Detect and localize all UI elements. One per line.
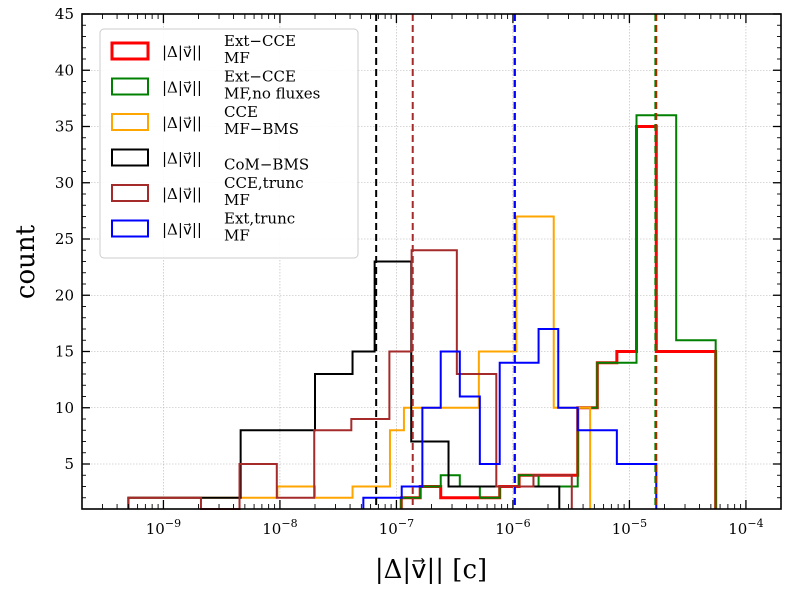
y-tick-label: 25	[55, 230, 74, 248]
x-tick-label: 10−9	[146, 517, 181, 538]
x-tick-label: 10−4	[728, 517, 763, 538]
ticks-layer	[81, 13, 782, 509]
legend-label-ext-cce-mf: |Δ|v⃗||	[162, 43, 202, 61]
legend-label-cce-trunc-mf: |Δ|v⃗||	[162, 185, 202, 203]
x-tick-label: 10−6	[495, 517, 530, 538]
legend-label-cce-mf-bms: |Δ|v⃗||	[162, 114, 202, 132]
legend-swatch-cce-mf-bms	[111, 113, 149, 131]
legend-sup-ext-cce-mf: Ext−CCE	[224, 32, 296, 50]
legend-sup-cce-trunc-mf: CCE,trunc	[224, 174, 304, 192]
x-tick-label: 10−7	[379, 517, 414, 538]
y-tick-label: 5	[64, 455, 74, 473]
legend-label-ext-cce-mf-no-fluxes: |Δ|v⃗||	[162, 79, 202, 97]
legend-swatch-ext-cce-mf-no-fluxes	[111, 77, 149, 96]
y-tick-label: 10	[55, 399, 74, 417]
y-tick-label: 15	[55, 343, 74, 361]
legend-swatch-ext-trunc-mf	[111, 219, 149, 238]
y-axis-title: count	[11, 224, 41, 299]
y-tick-label: 40	[55, 61, 74, 79]
y-tick-label: 20	[55, 286, 74, 304]
y-tick-label: 30	[55, 174, 74, 192]
legend-sub-ext-cce-mf-no-fluxes: MF,no fluxes	[224, 85, 320, 103]
histogram-cce-trunc-mf	[127, 249, 573, 510]
histogram-ext-trunc-mf	[362, 328, 658, 509]
median-lines-layer	[375, 14, 658, 509]
legend-swatch-ext-cce-mf	[110, 41, 150, 61]
legend-sub-cce-trunc-mf: MF	[224, 191, 250, 209]
legend-swatch-com-bms	[111, 148, 149, 167]
legend-sub-cce-mf-bms: MF−BMS	[224, 120, 299, 138]
histogram-com-bms	[127, 260, 561, 509]
y-tick-label: 45	[55, 5, 74, 23]
legend-sup-ext-trunc-mf: Ext,trunc	[224, 210, 295, 228]
y-tick-label: 35	[55, 118, 74, 136]
legend-sub-ext-cce-mf: MF	[224, 49, 250, 67]
legend-swatch-cce-trunc-mf	[111, 184, 149, 202]
legend-label-com-bms: |Δ|v⃗||	[162, 150, 202, 168]
tick-labels-layer: 5 10 15 20 25 30 35 40 45 10−9 10−8 10−7 10−6 10−5 10−…	[55, 5, 764, 538]
x-axis-title: |Δ|v⃗|| [c]	[375, 555, 487, 585]
histogram-ext-cce-mf-no-fluxes	[400, 114, 717, 509]
x-tick-label: 10−5	[612, 517, 647, 538]
legend-sup-ext-cce-mf-no-fluxes: Ext−CCE	[224, 68, 296, 86]
legend-sub-com-bms: CoM−BMS	[224, 156, 309, 174]
legend-sub-ext-trunc-mf: MF	[224, 227, 250, 245]
legend-label-ext-trunc-mf: |Δ|v⃗||	[162, 221, 202, 239]
legend-sup-cce-mf-bms: CCE	[224, 103, 258, 121]
x-tick-label: 10−8	[262, 517, 297, 538]
legend-frame	[99, 28, 359, 259]
